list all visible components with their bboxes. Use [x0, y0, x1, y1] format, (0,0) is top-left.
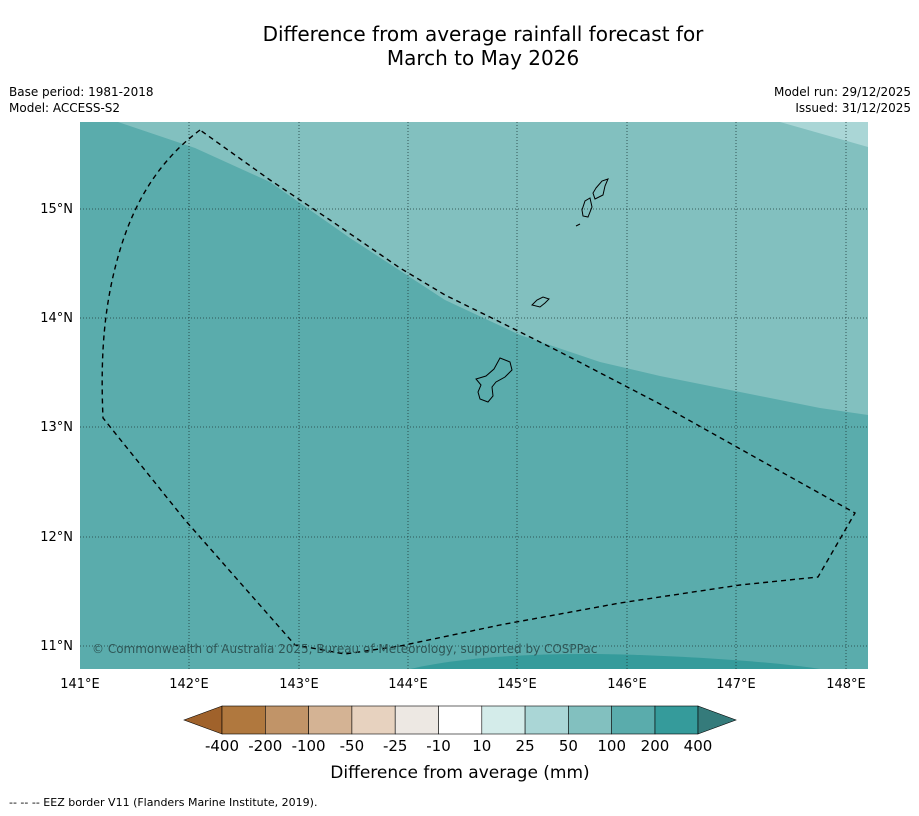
island-guam: [475, 357, 513, 403]
meta-right: Model run: 29/12/2025 Issued: 31/12/2025: [774, 84, 911, 116]
rainfall-zone-200-400: [410, 653, 820, 669]
island-rota: [531, 296, 550, 308]
lon-tick-148: 148°E: [826, 677, 866, 692]
colorbar-extend-low: [183, 705, 223, 735]
colorbar-label-4: -25: [383, 737, 408, 755]
lat-tick-13: 13°N: [40, 420, 73, 435]
colorbar-extend-high: [697, 705, 737, 735]
map-figure: © Commonwealth of Australia 2025, Bureau…: [40, 122, 868, 783]
colorbar-swatch-3: [308, 705, 353, 735]
copyright-text: © Commonwealth of Australia 2025, Bureau…: [92, 642, 597, 656]
chart-title-line1: Difference from average rainfall forecas…: [262, 22, 704, 46]
colorbar-label-10: 200: [641, 737, 670, 755]
colorbar-title: Difference from average (mm): [330, 763, 589, 783]
colorbar-swatch-5: [394, 705, 439, 735]
issued-date: Issued: 31/12/2025: [795, 101, 911, 115]
colorbar-labels: -400 -200 -100 -50 -25 -10 10 25 50 100 …: [205, 737, 712, 755]
lon-tick-145: 145°E: [497, 677, 537, 692]
colorbar-swatch-6: [438, 705, 483, 735]
lon-tick-143: 143°E: [279, 677, 319, 692]
graticule: [80, 122, 868, 669]
lon-tick-144: 144°E: [388, 677, 428, 692]
lon-tick-147: 147°E: [716, 677, 756, 692]
eez-border: [101, 129, 856, 655]
colorbar-swatch-7: [481, 705, 526, 735]
colorbar-swatch-8: [524, 705, 569, 735]
colorbar-swatch-4: [351, 705, 396, 735]
chart-title: Difference from average rainfall forecas…: [0, 22, 919, 70]
lon-tick-146: 146°E: [607, 677, 647, 692]
colorbar-swatch-2: [264, 705, 309, 735]
colorbar-swatch-10: [611, 705, 656, 735]
model-name: Model: ACCESS-S2: [9, 101, 121, 115]
colorbar-swatch-1: [221, 705, 266, 735]
map-plot-area: [80, 122, 868, 669]
island-saipan: [592, 178, 609, 200]
meta-left: Base period: 1981-2018 Model: ACCESS-S2: [9, 84, 154, 116]
colorbar-label-3: -50: [340, 737, 365, 755]
colorbar: [183, 705, 737, 735]
colorbar-label-11: 400: [684, 737, 713, 755]
colorbar-swatch-11: [654, 705, 699, 735]
colorbar-label-2: -100: [292, 737, 326, 755]
eez-legend: -- -- -- EEZ border V11 (Flanders Marine…: [9, 796, 318, 809]
axis-labels: 141°E 142°E 143°E 144°E 145°E 146°E 147°…: [40, 202, 866, 692]
lat-tick-11: 11°N: [40, 639, 73, 654]
colorbar-swatch-9: [568, 705, 613, 735]
base-period: Base period: 1981-2018: [9, 85, 154, 99]
colorbar-label-8: 50: [559, 737, 578, 755]
lat-tick-12: 12°N: [40, 530, 73, 545]
lat-tick-15: 15°N: [40, 202, 73, 217]
rainfall-zone-50-100: [118, 122, 868, 415]
island-aguijan: [575, 223, 581, 227]
colorbar-label-9: 100: [597, 737, 626, 755]
chart-title-line2: March to May 2026: [386, 46, 580, 70]
islands: [475, 178, 609, 403]
lat-tick-14: 14°N: [40, 311, 73, 326]
lon-tick-141: 141°E: [60, 677, 100, 692]
colorbar-label-6: 10: [472, 737, 491, 755]
colorbar-label-5: -10: [426, 737, 451, 755]
colorbar-label-0: -400: [205, 737, 239, 755]
model-run: Model run: 29/12/2025: [773, 85, 911, 99]
colorbar-label-1: -200: [248, 737, 282, 755]
lon-tick-142: 142°E: [169, 677, 209, 692]
island-tinian: [581, 197, 593, 218]
colorbar-label-7: 25: [516, 737, 535, 755]
